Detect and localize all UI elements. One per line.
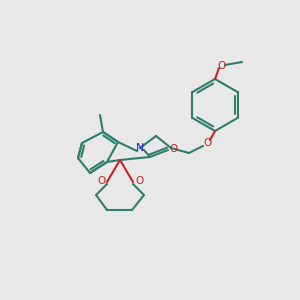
Text: O: O [97, 176, 105, 186]
Text: N: N [136, 143, 144, 153]
Text: O: O [135, 176, 143, 186]
Text: O: O [218, 61, 226, 71]
Text: O: O [169, 144, 177, 154]
Text: O: O [203, 138, 211, 148]
